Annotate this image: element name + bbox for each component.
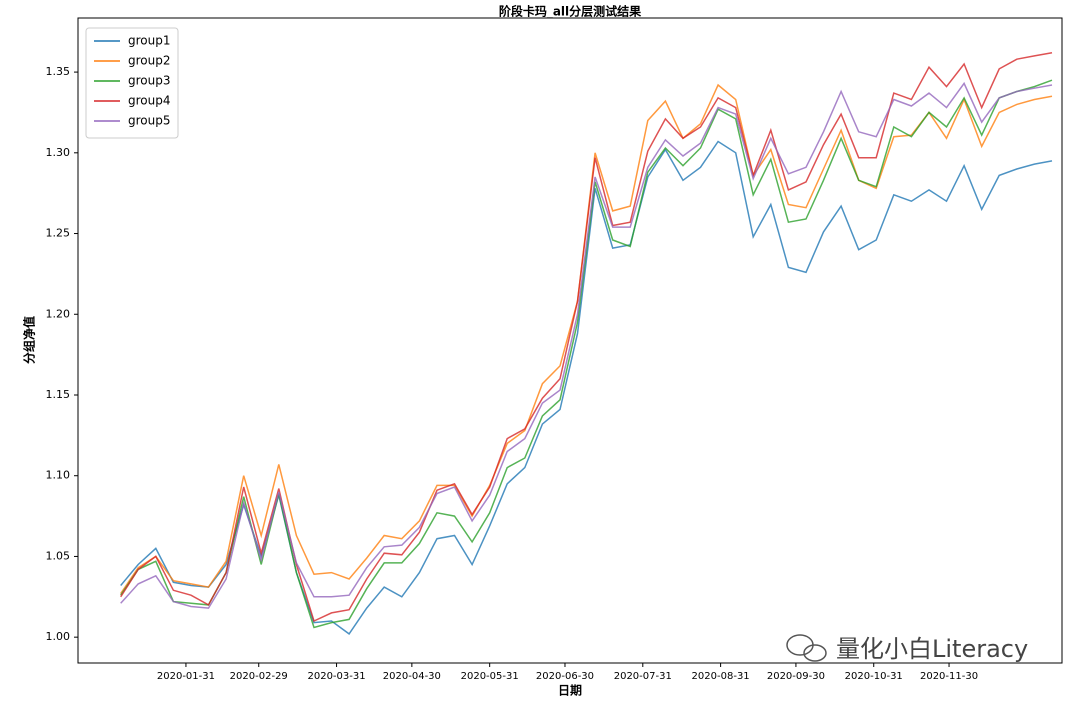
- x-tick-label: 2020-04-30: [383, 671, 441, 682]
- series-line: [120, 51, 1053, 623]
- y-tick-label: 1.00: [46, 630, 71, 643]
- legend-label: group2: [128, 54, 171, 68]
- x-tick-label: 2020-06-30: [536, 671, 594, 682]
- legend-label: group3: [128, 74, 171, 88]
- y-tick-label: 1.30: [46, 146, 71, 159]
- x-tick-label: 2020-10-31: [845, 671, 903, 682]
- y-tick-label: 1.20: [46, 307, 71, 320]
- y-tick-label: 1.25: [46, 227, 71, 240]
- x-axis-label: 日期: [558, 683, 582, 698]
- x-tick-label: 2020-02-29: [230, 671, 288, 682]
- plot-frame: [77, 17, 1063, 664]
- legend-label: group1: [128, 34, 171, 48]
- y-tick-label: 1.05: [46, 549, 71, 562]
- y-axis-label: 分组净值: [22, 316, 37, 364]
- x-tick-label: 2020-07-31: [614, 671, 672, 682]
- chart-title: 阶段卡玛_all分层测试结果: [499, 4, 641, 20]
- legend-label: group5: [128, 114, 171, 128]
- watermark-icon: [786, 634, 827, 662]
- x-tick-label: 2020-08-31: [692, 671, 750, 682]
- y-tick-label: 1.15: [46, 388, 71, 401]
- x-tick-label: 2020-09-30: [767, 671, 825, 682]
- x-tick-label: 2020-01-31: [157, 671, 215, 682]
- x-tick-label: 2020-11-30: [920, 671, 978, 682]
- legend: group1 group2 group3 group4 group5: [85, 27, 179, 139]
- x-tick-label: 2020-05-31: [461, 671, 519, 682]
- legend-label: group4: [128, 94, 171, 108]
- series-line: [120, 81, 1053, 609]
- x-tick-label: 2020-03-31: [307, 671, 365, 682]
- y-tick-label: 1.35: [46, 65, 71, 78]
- y-tick-label: 1.10: [46, 469, 71, 482]
- legend-frame: [85, 27, 179, 139]
- watermark: 量化小白Literacy: [836, 635, 1028, 663]
